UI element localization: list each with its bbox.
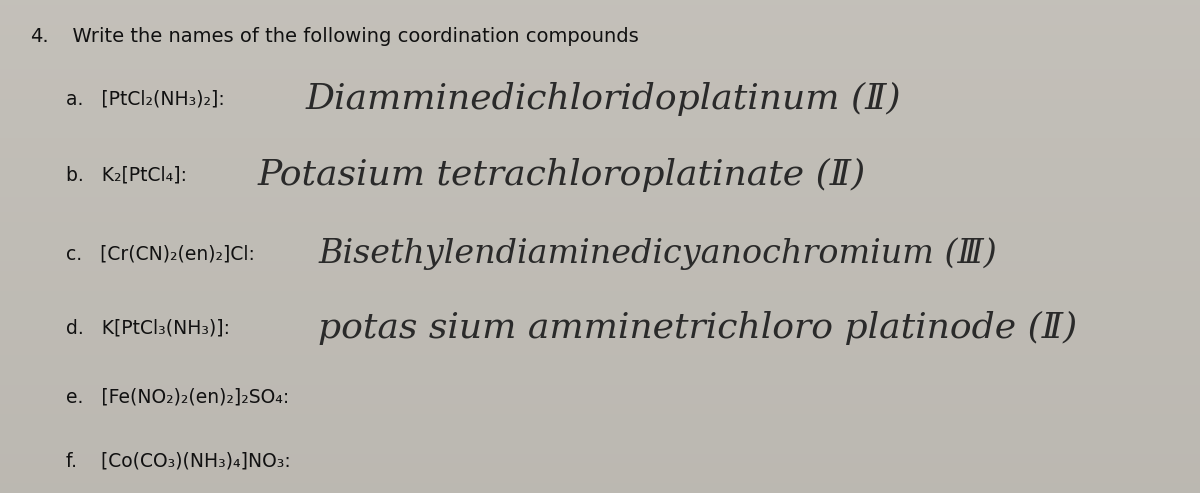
- Text: Bisethylendiaminedicyanochromium (Ⅲ): Bisethylendiaminedicyanochromium (Ⅲ): [318, 238, 997, 270]
- Text: b.   K₂[PtCl₄]:: b. K₂[PtCl₄]:: [66, 166, 193, 184]
- Text: a.   [PtCl₂(NH₃)₂]:: a. [PtCl₂(NH₃)₂]:: [66, 89, 230, 108]
- Text: potas sium amminetrichloro platinode (Ⅱ): potas sium amminetrichloro platinode (Ⅱ): [318, 311, 1078, 345]
- Text: d.   K[PtCl₃(NH₃)]:: d. K[PtCl₃(NH₃)]:: [66, 318, 236, 337]
- Text: e.   [Fe(NO₂)₂(en)₂]₂SO₄:: e. [Fe(NO₂)₂(en)₂]₂SO₄:: [66, 387, 289, 406]
- Text: c.   [Cr(CN)₂(en)₂]Cl:: c. [Cr(CN)₂(en)₂]Cl:: [66, 245, 260, 263]
- Text: f.    [Co(CO₃)(NH₃)₄]NO₃:: f. [Co(CO₃)(NH₃)₄]NO₃:: [66, 452, 290, 470]
- Text: Diamminedichloridoplatinum (Ⅱ): Diamminedichloridoplatinum (Ⅱ): [306, 81, 901, 116]
- Text: 4.: 4.: [30, 27, 49, 46]
- Text: Write the names of the following coordination compounds: Write the names of the following coordin…: [60, 27, 638, 46]
- Text: Potasium tetrachloroplatinate (Ⅱ): Potasium tetrachloroplatinate (Ⅱ): [258, 158, 866, 192]
